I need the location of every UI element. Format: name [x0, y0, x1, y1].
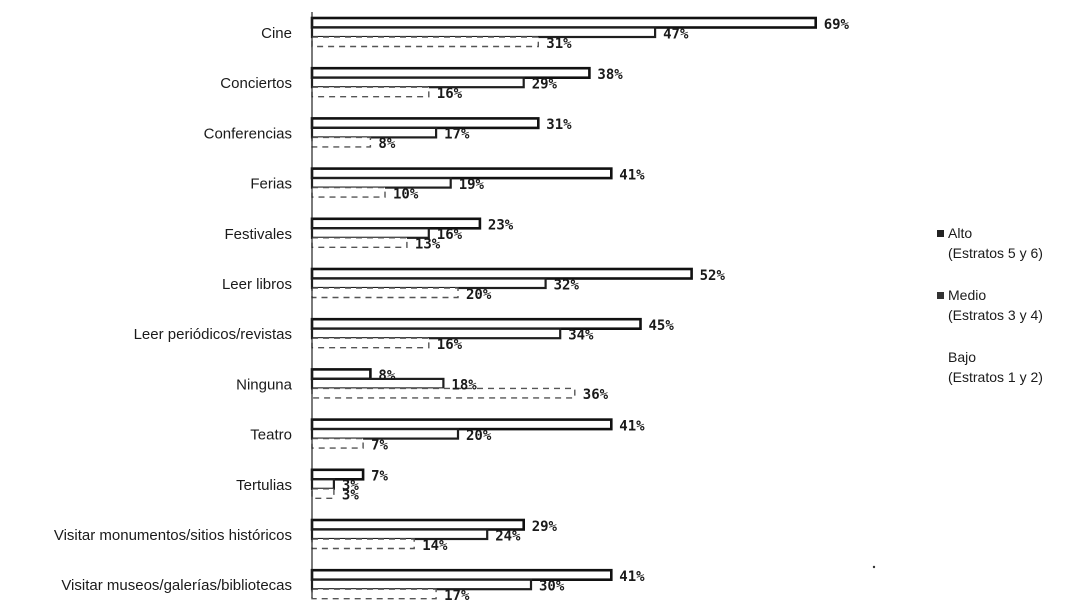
bar-visitar-museos-galerias-bibliotecas-medio	[310, 578, 533, 591]
value-label-ninguna-bajo: 36%	[583, 387, 609, 403]
value-label-visitar-museos-galerias-bibliotecas-medio: 30%	[539, 578, 565, 594]
bar-cine-alto	[310, 16, 818, 29]
value-label-ninguna-medio: 18%	[451, 378, 477, 394]
bar-conferencias-medio	[310, 126, 438, 139]
value-label-conciertos-bajo: 16%	[437, 86, 463, 102]
bar-conciertos-bajo	[311, 86, 430, 98]
value-label-leer-libros-bajo: 20%	[466, 287, 492, 303]
value-label-visitar-monumentos-sitios-historicos-medio: 24%	[495, 528, 521, 544]
legend-label-bajo: Bajo	[948, 349, 976, 365]
value-label-tertulias-alto: 7%	[371, 469, 388, 485]
value-label-ferias-bajo: 10%	[393, 186, 419, 202]
value-label-conferencias-bajo: 8%	[378, 136, 395, 152]
category-label-conferencias: Conferencias	[204, 125, 292, 142]
bar-visitar-monumentos-sitios-historicos-alto	[310, 518, 525, 531]
value-label-festivales-bajo: 13%	[415, 237, 441, 253]
legend-sublabel-alto: (Estratos 5 y 6)	[948, 245, 1043, 261]
bar-festivales-bajo	[311, 237, 408, 249]
bars-layer	[310, 12, 818, 600]
value-label-festivales-alto: 23%	[488, 218, 514, 234]
category-label-leer-libros: Leer libros	[222, 276, 292, 293]
value-label-ferias-medio: 19%	[459, 177, 485, 193]
value-label-teatro-bajo: 7%	[371, 437, 388, 453]
value-label-leer-libros-alto: 52%	[700, 268, 726, 284]
category-label-festivales: Festivales	[224, 226, 292, 243]
bar-leer-periodicos-revistas-bajo	[311, 337, 430, 349]
legend-label-medio: Medio	[948, 287, 986, 303]
value-label-leer-periodicos-revistas-bajo: 16%	[437, 337, 463, 353]
category-label-visitar-museos-galerias-bibliotecas: Visitar museos/galerías/bibliotecas	[61, 577, 292, 594]
category-label-leer-periodicos-revistas: Leer periódicos/revistas	[134, 326, 292, 343]
stray-dot	[872, 565, 876, 569]
value-label-conciertos-medio: 29%	[532, 76, 558, 92]
bar-cine-medio	[310, 26, 657, 39]
category-label-conciertos: Conciertos	[220, 75, 292, 92]
value-label-visitar-museos-galerias-bibliotecas-alto: 41%	[619, 569, 645, 585]
value-label-visitar-monumentos-sitios-historicos-alto: 29%	[532, 519, 558, 535]
bar-visitar-monumentos-sitios-historicos-medio	[310, 528, 489, 541]
bar-leer-libros-alto	[310, 267, 693, 280]
bar-tertulias-bajo	[311, 488, 335, 499]
value-label-leer-periodicos-revistas-alto: 45%	[649, 318, 675, 334]
value-label-cine-medio: 47%	[663, 26, 689, 42]
value-label-visitar-monumentos-sitios-historicos-bajo: 14%	[422, 538, 448, 554]
value-label-cine-alto: 69%	[824, 17, 850, 33]
category-label-visitar-monumentos-sitios-historicos: Visitar monumentos/sitios históricos	[54, 527, 292, 544]
value-label-tertulias-medio: 3%	[342, 478, 359, 494]
bar-teatro-bajo	[311, 437, 364, 449]
value-label-ferias-alto: 41%	[619, 167, 645, 183]
bar-ferias-medio	[310, 177, 452, 189]
bar-teatro-alto	[310, 418, 613, 431]
bar-visitar-monumentos-sitios-historicos-bajo	[311, 538, 415, 550]
bar-cine-bajo	[311, 36, 540, 48]
legend-marker-medio	[937, 292, 944, 299]
value-label-leer-periodicos-revistas-medio: 34%	[568, 327, 594, 343]
category-label-teatro: Teatro	[250, 427, 292, 444]
bar-leer-libros-bajo	[311, 287, 459, 299]
category-label-ferias: Ferias	[250, 176, 292, 193]
legend-sublabel-bajo: (Estratos 1 y 2)	[948, 369, 1043, 385]
value-label-conferencias-alto: 31%	[546, 117, 572, 133]
bar-conferencias-alto	[310, 117, 540, 130]
value-label-ninguna-alto: 8%	[378, 368, 395, 384]
legend-label-alto: Alto	[948, 225, 972, 241]
bar-ninguna-alto	[310, 368, 372, 381]
value-label-conciertos-alto: 38%	[597, 67, 623, 83]
bar-visitar-museos-galerias-bibliotecas-alto	[310, 568, 613, 582]
value-label-conferencias-medio: 17%	[444, 127, 470, 143]
bar-tertulias-medio	[310, 478, 335, 490]
bar-visitar-museos-galerias-bibliotecas-bajo	[311, 588, 437, 600]
category-label-cine: Cine	[261, 25, 292, 42]
value-label-festivales-medio: 16%	[437, 227, 463, 243]
labels-layer: Cine 69% 47% 31% Conciertos 38% 29% 16% Conferen…	[54, 17, 850, 600]
legend: Alto (Estratos 5 y 6) Medio (Estratos 3 y 4…	[937, 225, 1043, 385]
bar-ninguna-bajo	[311, 387, 576, 399]
category-label-ninguna: Ninguna	[236, 376, 293, 393]
value-label-teatro-medio: 20%	[466, 428, 492, 444]
bar-leer-libros-medio	[310, 277, 547, 290]
bar-conferencias-bajo	[311, 136, 372, 148]
category-label-tertulias: Tertulias	[236, 477, 292, 494]
bar-conciertos-medio	[310, 76, 525, 89]
value-label-cine-bajo: 31%	[546, 36, 572, 52]
value-label-leer-libros-medio: 32%	[554, 277, 580, 293]
legend-marker-alto	[937, 230, 944, 237]
bar-festivales-medio	[310, 227, 430, 239]
bar-ferias-bajo	[311, 186, 386, 198]
value-label-teatro-alto: 41%	[619, 418, 645, 434]
value-label-visitar-museos-galerias-bibliotecas-bajo: 17%	[444, 588, 470, 600]
legend-sublabel-medio: (Estratos 3 y 4)	[948, 307, 1043, 323]
value-label-tertulias-bajo: 3%	[342, 488, 359, 504]
